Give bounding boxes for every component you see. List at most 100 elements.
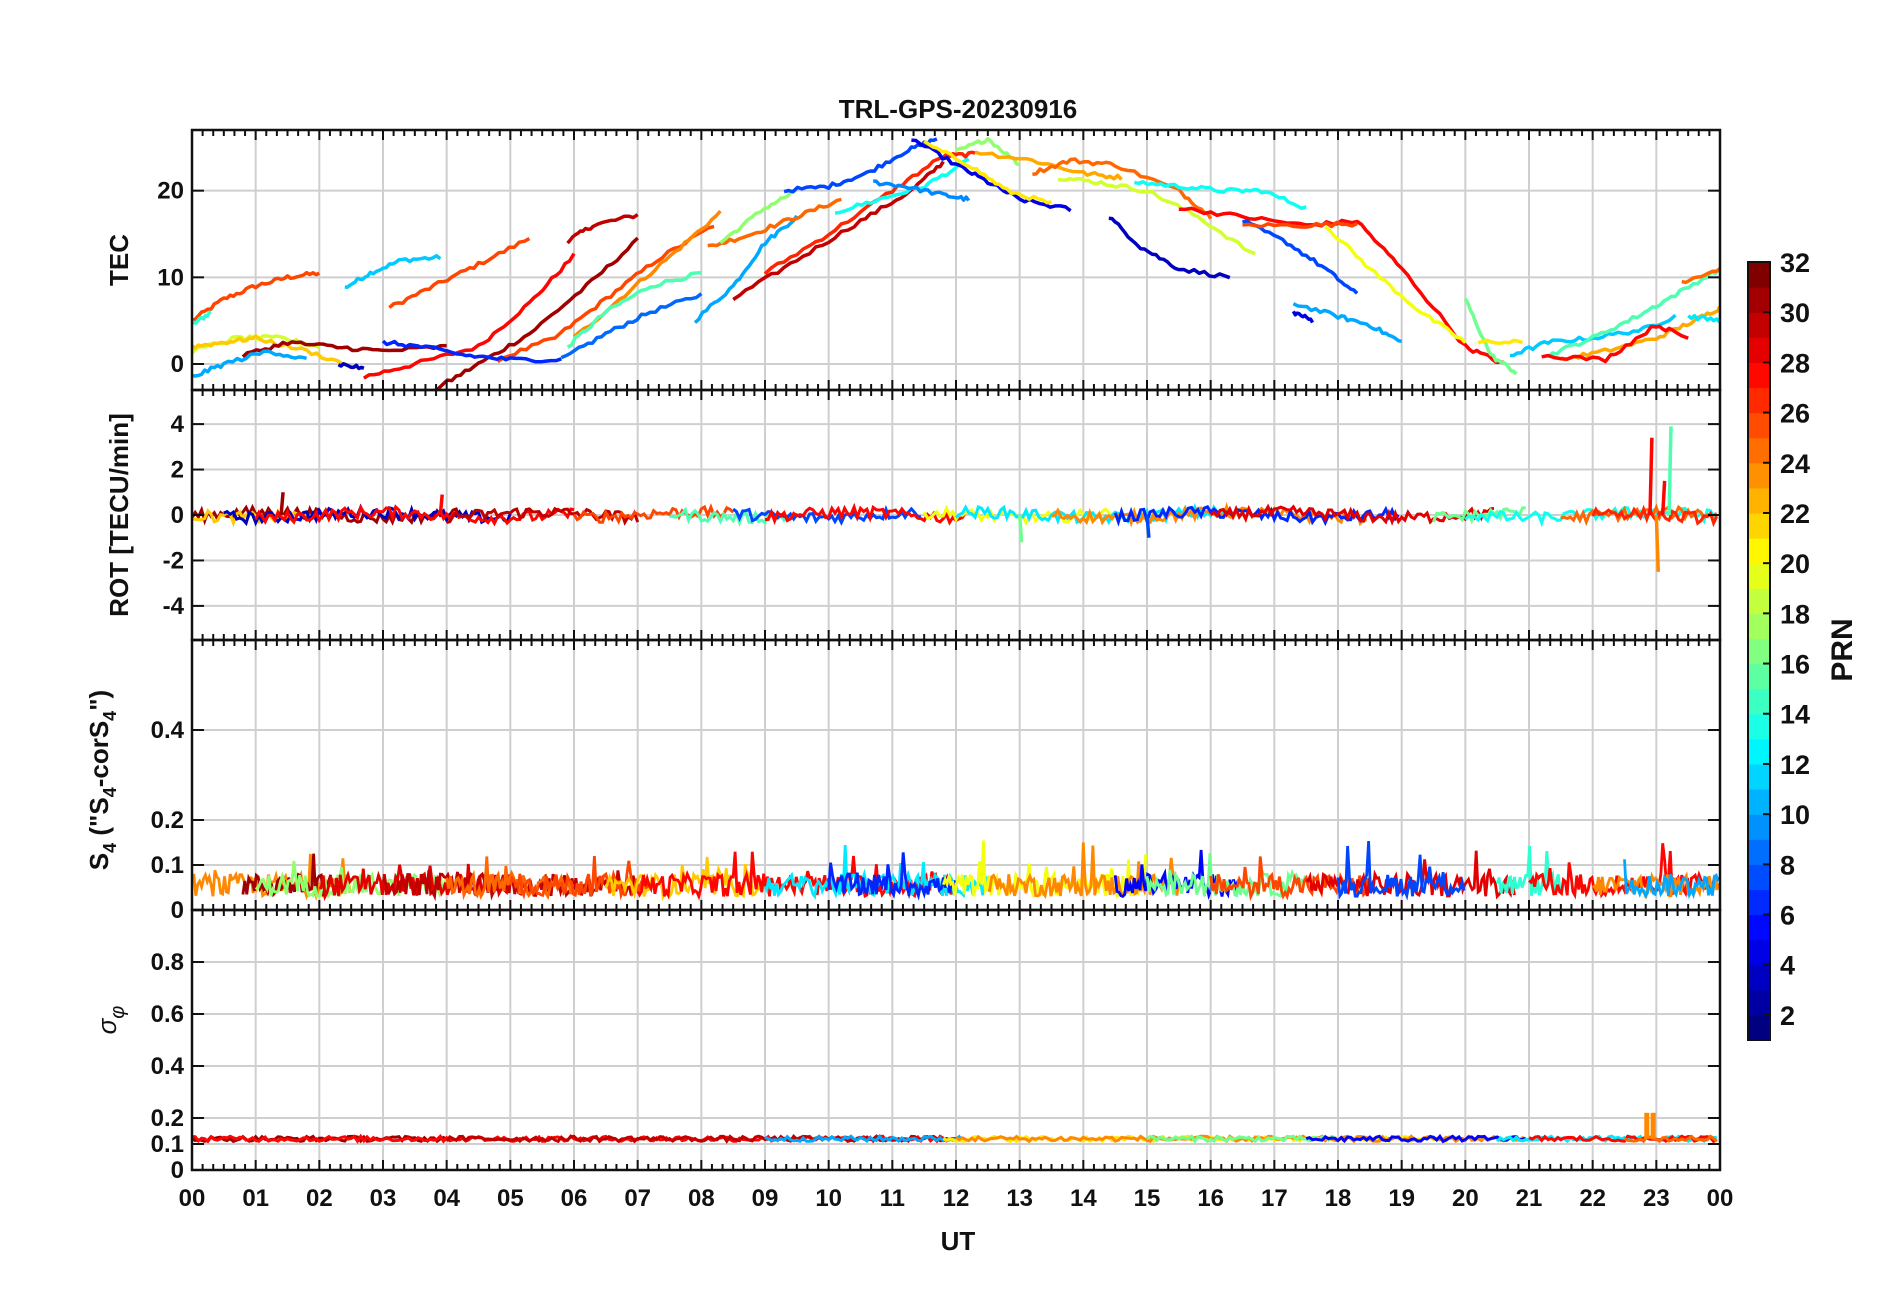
colorbar-segment [1748, 487, 1770, 514]
colorbar-segment [1748, 512, 1770, 539]
tec-series-prn-7 [783, 137, 938, 194]
tec-series-prn-25 [1681, 267, 1720, 285]
colorbar-tick-label: 4 [1780, 951, 1795, 981]
y-tick-label: 0 [171, 897, 184, 924]
sigma-series-prn-5 [1305, 1133, 1527, 1144]
tec-series-prn-3 [1108, 216, 1231, 280]
colorbar-segment [1748, 789, 1770, 815]
rot-spike-prn-31 [279, 492, 285, 516]
tec-series-prn-3 [337, 362, 365, 371]
tec-series-prn-28 [1178, 206, 1504, 365]
tec-series-prn-19 [1057, 176, 1256, 256]
rot-spike-prn-28 [438, 494, 444, 516]
y-axis-label: TEC [104, 234, 134, 286]
x-tick-label: 06 [561, 1185, 588, 1212]
x-tick-label: 09 [752, 1185, 779, 1212]
tec-series-prn-17 [719, 188, 797, 245]
colorbar-segment [1748, 839, 1770, 865]
x-axis-label: UT [941, 1226, 976, 1256]
panel-s4: 0 0.1 0.2 0.4 S4 ("S4-corS4") [84, 638, 1722, 924]
x-tick-label: 10 [815, 1185, 842, 1212]
rot-series-prn-22 [192, 508, 317, 528]
s4-series-prn-22 [604, 856, 766, 902]
y-tick-label: 0.2 [151, 1105, 184, 1132]
x-tick-label: 05 [497, 1185, 524, 1212]
x-tick-label: 08 [688, 1185, 715, 1212]
x-tick-label: 19 [1388, 1185, 1415, 1212]
tec-series-prn-28 [1541, 324, 1689, 364]
sigma-series-prn-28 [1528, 1134, 1718, 1144]
s4-series-prn-6 [827, 852, 956, 901]
colorbar-segment [1748, 337, 1770, 363]
colorbar-segment [1748, 763, 1770, 790]
x-tick-label: 22 [1579, 1185, 1606, 1212]
colorbar-tick-label: 16 [1780, 650, 1810, 680]
tec-series-prn-14 [192, 310, 212, 325]
x-tick-label: 15 [1134, 1185, 1161, 1212]
x-tick-label: 21 [1516, 1185, 1543, 1212]
colorbar-segment [1748, 1014, 1770, 1041]
tec-series-prn-23 [974, 150, 1123, 181]
y-tick-label: 2 [171, 457, 184, 484]
x-tick-label: 04 [433, 1185, 460, 1212]
tec-series-prn-26 [388, 237, 531, 309]
colorbar-tick-label: 28 [1780, 348, 1810, 378]
colorbar-segment [1748, 613, 1770, 640]
colorbar-tick-label: 32 [1780, 248, 1810, 278]
colorbar-segment [1748, 262, 1770, 288]
rot-series-prn-26 [572, 503, 735, 525]
tec-series-prn-30 [566, 213, 639, 245]
y-axis-label: S4 ("S4-corS4") [84, 690, 120, 870]
s4-series-prn-24 [1591, 871, 1720, 900]
x-tick-label: 14 [1070, 1185, 1097, 1212]
tec-series-prn-7 [1242, 219, 1359, 295]
x-tick-label: 23 [1643, 1185, 1670, 1212]
tec-series-prn-26 [192, 270, 320, 322]
rot-spike-prn-7 [1145, 514, 1151, 538]
tec-series-prn-26 [496, 224, 715, 364]
y-tick-label: -4 [163, 593, 185, 620]
sigma-series-prn-25 [1623, 1134, 1718, 1144]
colorbar-segment [1748, 738, 1770, 765]
tec-series-prn-30 [732, 160, 945, 301]
colorbar-segment [1748, 287, 1770, 313]
colorbar-tick-label: 12 [1780, 750, 1810, 780]
y-tick-label: 0.4 [151, 1053, 185, 1080]
tec-series-prn-10 [693, 214, 799, 324]
colorbar-segment [1748, 437, 1770, 464]
colorbar-segment [1748, 563, 1770, 589]
colorbar-tick-label: 20 [1780, 549, 1810, 579]
colorbar-tick-label: 6 [1780, 901, 1795, 931]
x-tick-label: 02 [306, 1185, 333, 1212]
s4-series-prn-20 [941, 840, 1148, 900]
tec-series-prn-11 [344, 253, 442, 290]
tec-series-prn-13 [1133, 180, 1307, 211]
y-tick-label: 0.1 [151, 852, 184, 879]
y-axis-label: ROT [TECU/min] [104, 413, 134, 617]
y-tick-label: 0.2 [151, 807, 184, 834]
x-tick-label: 11 [880, 1185, 905, 1212]
colorbar-tick-label: 14 [1780, 700, 1810, 730]
tec-series-prn-16 [1463, 297, 1518, 376]
rot-spike-prn-24 [1654, 514, 1660, 572]
x-axis: 00 01 02 03 04 05 06 07 08 09 10 11 12 13 14 15 16 17 18 19… [179, 1185, 1734, 1212]
s4-series-prn-17 [254, 860, 449, 899]
tec-series-prn-10 [192, 349, 308, 378]
colorbar-segment [1748, 814, 1770, 840]
y-tick-label: 0.8 [151, 949, 184, 976]
tec-series-prn-26 [1242, 220, 1358, 229]
tec-series-prn-20 [1324, 225, 1467, 344]
colorbar-segment [1748, 889, 1770, 916]
x-tick-label: 03 [370, 1185, 397, 1212]
s4-series-prn-25 [445, 856, 575, 901]
y-tick-label: 0 [171, 502, 184, 529]
tec-series-prn-28 [362, 252, 576, 380]
tec-series-prn-15 [566, 270, 702, 349]
y-tick-label: 0.1 [151, 1131, 184, 1158]
rot-spike-prn-28 [1660, 480, 1667, 516]
panel-rot-data [192, 426, 1719, 572]
y-tick-label: 10 [157, 264, 184, 291]
